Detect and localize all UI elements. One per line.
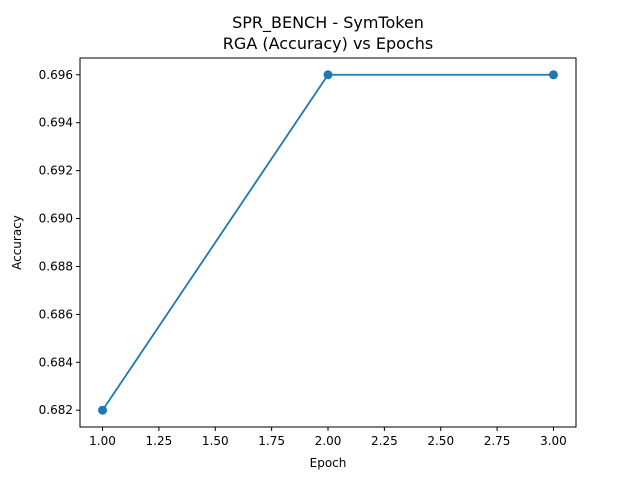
- plot-series: [98, 70, 558, 415]
- y-axis-label: Accuracy: [10, 215, 24, 270]
- y-axis-ticks: 0.682 0.684 0.686 0.688 0.690 0.692 0.694 0.696: [39, 68, 80, 417]
- data-point: [323, 70, 333, 80]
- y-tick-label: 0.690: [39, 212, 73, 226]
- x-tick-label: 1.50: [202, 434, 229, 448]
- x-tick-label: 2.00: [315, 434, 342, 448]
- plot-frame: [79, 57, 577, 428]
- x-tick-label: 3.00: [540, 434, 567, 448]
- y-tick-label: 0.692: [39, 164, 73, 178]
- x-tick-label: 2.25: [371, 434, 398, 448]
- y-tick-label: 0.694: [39, 116, 73, 130]
- y-tick-label: 0.684: [39, 355, 73, 369]
- data-point: [98, 405, 108, 415]
- x-tick-label: 2.75: [484, 434, 511, 448]
- data-point: [548, 70, 558, 80]
- x-tick-label: 2.50: [427, 434, 454, 448]
- y-tick-label: 0.686: [39, 307, 73, 321]
- x-tick-label: 1.00: [89, 434, 116, 448]
- chart-subtitle: RGA (Accuracy) vs Epochs: [223, 34, 433, 53]
- x-axis-label: Epoch: [310, 456, 347, 470]
- y-tick-label: 0.682: [39, 403, 73, 417]
- y-tick-label: 0.688: [39, 259, 73, 273]
- x-axis-ticks: 1.00 1.25 1.50 1.75 2.00 2.25 2.50 2.75 3.00: [89, 427, 567, 448]
- y-tick-label: 0.696: [39, 68, 73, 82]
- x-tick-label: 1.75: [258, 434, 285, 448]
- x-tick-label: 1.25: [146, 434, 173, 448]
- chart-title: SPR_BENCH - SymToken: [232, 13, 424, 33]
